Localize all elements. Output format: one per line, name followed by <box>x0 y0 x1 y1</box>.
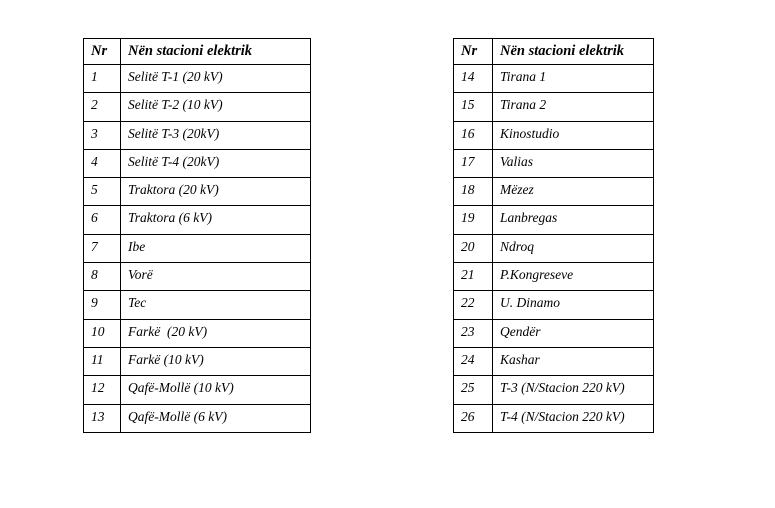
table-row: 2 Selitë T-2 (10 kV) <box>83 92 311 122</box>
cell-nr: 16 <box>453 120 493 150</box>
table-row: 17 Valias <box>453 148 654 179</box>
table-header-row: Nr Nën stacioni elektrik <box>83 38 311 65</box>
cell-station-name: Farkë (20 kV) <box>120 318 311 348</box>
table-row: 23 Qendër <box>453 318 654 348</box>
cell-station-name: Tirana 1 <box>492 63 654 94</box>
cell-station-name: Selitë T-2 (10 kV) <box>120 92 311 122</box>
cell-station-name: Ndroq <box>492 233 654 264</box>
cell-nr: 14 <box>453 63 493 94</box>
cell-nr: 17 <box>453 148 493 179</box>
cell-station-name: Farkë (10 kV) <box>120 346 311 377</box>
table-body: 1 Selitë T-1 (20 kV) 2 Selitë T-2 (10 kV) 3 S… <box>83 63 311 433</box>
header-station-name: Nën stacioni elektrik <box>120 38 311 65</box>
table-body: 14 Tirana 1 15 Tirana 2 16 Kinostudio 17 Valias… <box>453 63 654 433</box>
table-row: 21 P.Kongreseve <box>453 262 654 292</box>
cell-station-name: Lanbregas <box>492 205 654 235</box>
table-row: 6 Traktora (6 kV) <box>83 205 311 235</box>
cell-station-name: Qafë-Mollë (6 kV) <box>120 403 311 433</box>
cell-station-name: Mëzez <box>492 177 654 207</box>
cell-nr: 23 <box>453 318 493 348</box>
cell-station-name: T-3 (N/Stacion 220 kV) <box>492 375 654 405</box>
cell-nr: 6 <box>83 205 121 235</box>
cell-station-name: Kinostudio <box>492 120 654 150</box>
header-nr: Nr <box>83 38 121 65</box>
cell-nr: 15 <box>453 92 493 122</box>
table-row: 4 Selitë T-4 (20kV) <box>83 148 311 179</box>
cell-nr: 24 <box>453 346 493 377</box>
table-row: 20 Ndroq <box>453 233 654 264</box>
table-row: 26 T-4 (N/Stacion 220 kV) <box>453 403 654 433</box>
cell-nr: 3 <box>83 120 121 150</box>
cell-nr: 2 <box>83 92 121 122</box>
cell-station-name: Traktora (20 kV) <box>120 177 311 207</box>
substation-table-left: Nr Nën stacioni elektrik 1 Selitë T-1 (20… <box>83 38 311 433</box>
substation-table-right: Nr Nën stacioni elektrik 14 Tirana 1 15 Tir… <box>453 38 654 433</box>
cell-station-name: Tec <box>120 290 311 320</box>
header-station-name: Nën stacioni elektrik <box>492 38 654 65</box>
table-row: 1 Selitë T-1 (20 kV) <box>83 63 311 94</box>
table-row: 14 Tirana 1 <box>453 63 654 94</box>
cell-nr: 22 <box>453 290 493 320</box>
cell-nr: 5 <box>83 177 121 207</box>
cell-nr: 4 <box>83 148 121 179</box>
cell-nr: 1 <box>83 63 121 94</box>
cell-nr: 9 <box>83 290 121 320</box>
cell-station-name: Traktora (6 kV) <box>120 205 311 235</box>
cell-station-name: Vorë <box>120 262 311 292</box>
table-row: 11 Farkë (10 kV) <box>83 346 311 377</box>
cell-station-name: P.Kongreseve <box>492 262 654 292</box>
cell-station-name: Valias <box>492 148 654 179</box>
cell-station-name: Tirana 2 <box>492 92 654 122</box>
cell-nr: 26 <box>453 403 493 433</box>
cell-station-name: Ibe <box>120 233 311 264</box>
table-row: 8 Vorë <box>83 262 311 292</box>
table-row: 12 Qafë-Mollë (10 kV) <box>83 375 311 405</box>
cell-nr: 7 <box>83 233 121 264</box>
cell-station-name: Selitë T-1 (20 kV) <box>120 63 311 94</box>
table-row: 10 Farkë (20 kV) <box>83 318 311 348</box>
table-row: 15 Tirana 2 <box>453 92 654 122</box>
cell-nr: 13 <box>83 403 121 433</box>
cell-station-name: Selitë T-4 (20kV) <box>120 148 311 179</box>
cell-nr: 12 <box>83 375 121 405</box>
cell-station-name: Selitë T-3 (20kV) <box>120 120 311 150</box>
table-row: 24 Kashar <box>453 346 654 377</box>
cell-nr: 25 <box>453 375 493 405</box>
table-row: 19 Lanbregas <box>453 205 654 235</box>
cell-station-name: T-4 (N/Stacion 220 kV) <box>492 403 654 433</box>
table-row: 5 Traktora (20 kV) <box>83 177 311 207</box>
header-nr: Nr <box>453 38 493 65</box>
table-header-row: Nr Nën stacioni elektrik <box>453 38 654 65</box>
cell-station-name: Qendër <box>492 318 654 348</box>
cell-nr: 19 <box>453 205 493 235</box>
cell-station-name: U. Dinamo <box>492 290 654 320</box>
table-row: 7 Ibe <box>83 233 311 264</box>
cell-nr: 10 <box>83 318 121 348</box>
cell-station-name: Qafë-Mollë (10 kV) <box>120 375 311 405</box>
cell-nr: 8 <box>83 262 121 292</box>
cell-station-name: Kashar <box>492 346 654 377</box>
cell-nr: 18 <box>453 177 493 207</box>
table-row: 25 T-3 (N/Stacion 220 kV) <box>453 375 654 405</box>
cell-nr: 20 <box>453 233 493 264</box>
table-row: 16 Kinostudio <box>453 120 654 150</box>
table-row: 22 U. Dinamo <box>453 290 654 320</box>
table-row: 13 Qafë-Mollë (6 kV) <box>83 403 311 433</box>
table-row: 9 Tec <box>83 290 311 320</box>
cell-nr: 11 <box>83 346 121 377</box>
cell-nr: 21 <box>453 262 493 292</box>
table-row: 18 Mëzez <box>453 177 654 207</box>
table-row: 3 Selitë T-3 (20kV) <box>83 120 311 150</box>
